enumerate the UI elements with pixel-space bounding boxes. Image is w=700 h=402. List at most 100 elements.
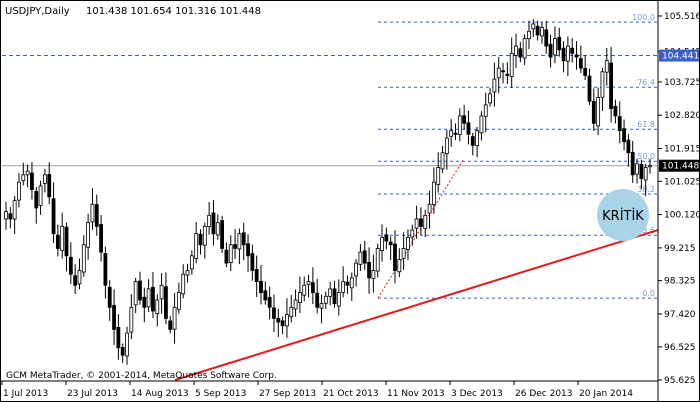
candle-body	[224, 249, 229, 264]
candle-body	[419, 218, 423, 227]
candle-body	[583, 67, 588, 76]
candle-body	[241, 232, 246, 246]
copyright-text: GCM MetaTrader, © 2001-2014, MetaQuotes …	[6, 371, 277, 381]
candle-body	[215, 222, 220, 236]
candle-body	[561, 47, 566, 62]
candle-body	[112, 304, 116, 330]
candle-body	[332, 288, 337, 305]
candle-body	[466, 122, 471, 135]
candle-body	[514, 45, 518, 56]
candle-body	[90, 203, 95, 223]
candle-body	[151, 286, 155, 312]
fibo-level-label: 100.0	[632, 13, 655, 22]
candle-body	[306, 281, 311, 285]
candle-body	[565, 45, 570, 62]
candle-body	[310, 282, 315, 293]
price-tick-label: 96.525	[664, 343, 696, 353]
candle-body	[492, 78, 497, 93]
price-tick-label: 105.516	[664, 12, 700, 22]
candle-body	[613, 105, 618, 117]
time-tick-label: 14 Aug 2013	[131, 389, 189, 399]
fibo-level-label: 0.0	[642, 289, 655, 298]
candle-body	[388, 241, 393, 246]
time-tick-label: 21 Oct 2013	[323, 389, 379, 399]
candle-body	[617, 116, 622, 132]
candle-body	[164, 286, 168, 319]
chart-overlays: KRİTİK	[597, 189, 649, 241]
candle-body	[505, 73, 510, 76]
candle-body	[622, 128, 626, 143]
candle-body	[198, 233, 203, 246]
candle-body	[172, 306, 177, 330]
support-trendline	[174, 229, 659, 381]
candle-body	[233, 244, 237, 249]
candle-body	[384, 234, 389, 242]
candle-body	[176, 292, 181, 310]
candle-body	[267, 296, 272, 308]
candle-body	[138, 280, 142, 301]
candle-body	[341, 281, 346, 293]
price-tick-label: 101.025	[664, 177, 700, 187]
candle-body	[302, 284, 307, 296]
candle-body	[64, 226, 69, 257]
candle-body	[207, 214, 212, 228]
candle-body	[155, 299, 160, 315]
candle-body	[323, 295, 328, 304]
price-tick-label: 98.325	[664, 277, 696, 287]
candle-body	[293, 299, 298, 310]
candle-body	[77, 270, 82, 285]
candle-body	[220, 220, 225, 249]
horizontal-line-price-tag-bg	[659, 49, 699, 62]
candle-body	[440, 152, 445, 170]
current-price-tag: 101.448	[662, 162, 699, 172]
candle-body	[211, 212, 216, 235]
candle-body	[501, 70, 505, 73]
candle-body	[578, 58, 583, 69]
candlestick-series	[4, 19, 652, 365]
candle-body	[488, 93, 492, 104]
candle-body	[358, 251, 363, 265]
candle-body	[30, 172, 34, 190]
candle-body	[414, 218, 419, 229]
candle-body	[263, 290, 268, 301]
candle-body	[349, 277, 354, 289]
candle-body	[367, 262, 371, 279]
candle-body	[635, 163, 639, 175]
candle-body	[94, 204, 99, 227]
candle-body	[531, 23, 536, 30]
candle-body	[518, 48, 523, 58]
candle-body	[380, 236, 384, 251]
candle-body	[285, 314, 289, 327]
time-tick-label: 1 Jul 2013	[3, 389, 48, 399]
candle-body	[250, 253, 255, 271]
candle-body	[393, 243, 397, 271]
candle-body	[336, 292, 341, 307]
candle-body	[600, 71, 605, 98]
critical-zone-marker	[597, 189, 649, 241]
candle-body	[557, 36, 562, 51]
price-tick-label: 97.420	[664, 310, 696, 320]
candle-body	[345, 281, 350, 286]
candle-body	[42, 174, 47, 184]
critical-zone-label: KRİTİK	[602, 208, 644, 224]
price-tick-label: 95.625	[664, 376, 696, 386]
candle-body	[254, 268, 259, 282]
candle-body	[168, 320, 173, 330]
candle-body	[509, 52, 514, 77]
candle-body	[142, 296, 147, 308]
candle-body	[125, 332, 129, 357]
candle-body	[17, 181, 21, 201]
candle-body	[228, 244, 233, 264]
candle-body	[4, 211, 8, 220]
candle-body	[81, 244, 86, 273]
candle-body	[544, 29, 549, 47]
symbol-label: USDJPY,Daily	[5, 6, 70, 17]
current-price-tag-bg	[659, 159, 699, 172]
candle-body	[315, 292, 320, 308]
candle-body	[298, 292, 302, 303]
time-tick-label: 11 Nov 2013	[387, 389, 445, 399]
candle-body	[181, 273, 186, 295]
